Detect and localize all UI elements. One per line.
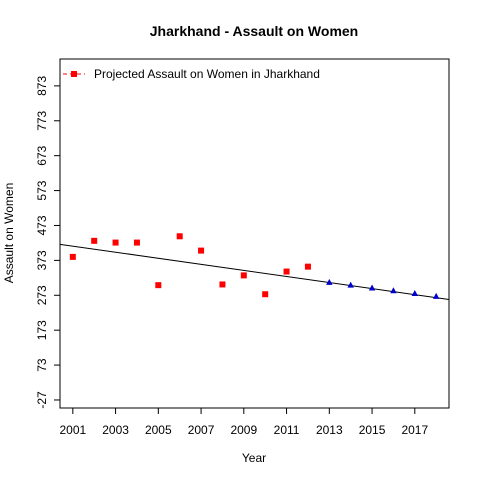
- observed-point: [112, 239, 119, 246]
- data-points: [69, 233, 440, 299]
- y-tick-label: 573: [35, 180, 49, 200]
- projected-point: [411, 290, 419, 297]
- observed-point: [283, 268, 290, 275]
- x-tick-label: 2001: [59, 423, 86, 437]
- x-tick-label: 2017: [401, 423, 428, 437]
- legend-entry: Projected Assault on Women in Jharkhand: [94, 67, 320, 81]
- x-tick-label: 2007: [188, 423, 215, 437]
- y-tick-label: 373: [35, 250, 49, 270]
- observed-point: [198, 247, 205, 254]
- y-tick-label: 873: [35, 76, 49, 96]
- projected-point: [432, 292, 440, 299]
- x-tick-label: 2005: [145, 423, 172, 437]
- x-axis: 2001 2003 2005 2007 2009 2011 2013 2015 2017: [59, 408, 428, 437]
- observed-point: [304, 263, 311, 270]
- plot-area-frame: [59, 58, 450, 409]
- observed-point: [240, 272, 247, 279]
- x-tick-label: 2015: [359, 423, 386, 437]
- observed-point: [262, 291, 269, 298]
- x-tick-label: 2011: [274, 423, 300, 437]
- projected-point: [390, 287, 397, 294]
- projected-point: [326, 278, 333, 285]
- y-tick-label: -27: [35, 391, 49, 409]
- y-axis-label: Assault on Women: [2, 183, 16, 284]
- trend-line: [59, 243, 450, 300]
- x-tick-label: 2013: [316, 423, 343, 437]
- observed-point: [91, 237, 98, 244]
- x-tick-label: 2009: [230, 423, 257, 437]
- projected-point: [347, 281, 354, 288]
- y-tick-label: 173: [35, 320, 49, 340]
- legend: Projected Assault on Women in Jharkhand: [63, 67, 320, 81]
- trend-line-group: [59, 243, 450, 300]
- x-tick-label: 2003: [102, 423, 129, 437]
- observed-point: [69, 253, 76, 260]
- projected-point: [368, 284, 376, 291]
- chart-title: Jharkhand - Assault on Women: [150, 23, 358, 39]
- observed-point: [155, 282, 162, 289]
- x-axis-label: Year: [242, 451, 266, 465]
- y-tick-label: 73: [35, 358, 49, 372]
- y-tick-label: 473: [35, 215, 49, 235]
- observed-point: [133, 239, 140, 246]
- y-tick-label: 673: [35, 145, 49, 165]
- observed-point: [219, 281, 226, 288]
- observed-point: [176, 233, 183, 240]
- legend-marker: [71, 71, 77, 77]
- y-tick-label: 273: [35, 285, 49, 305]
- y-axis: -27 73 173 273 373 473 573 673 773 873: [35, 76, 60, 409]
- y-tick-label: 773: [35, 110, 49, 130]
